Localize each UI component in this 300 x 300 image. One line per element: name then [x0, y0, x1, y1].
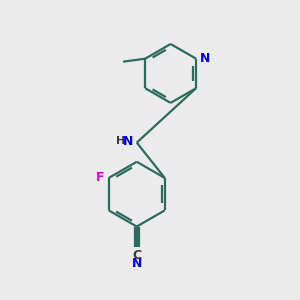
- Text: N: N: [132, 257, 142, 270]
- Text: H: H: [116, 136, 126, 146]
- Text: N: N: [123, 135, 133, 148]
- Text: N: N: [200, 52, 210, 65]
- Text: C: C: [132, 249, 141, 262]
- Text: F: F: [96, 172, 105, 184]
